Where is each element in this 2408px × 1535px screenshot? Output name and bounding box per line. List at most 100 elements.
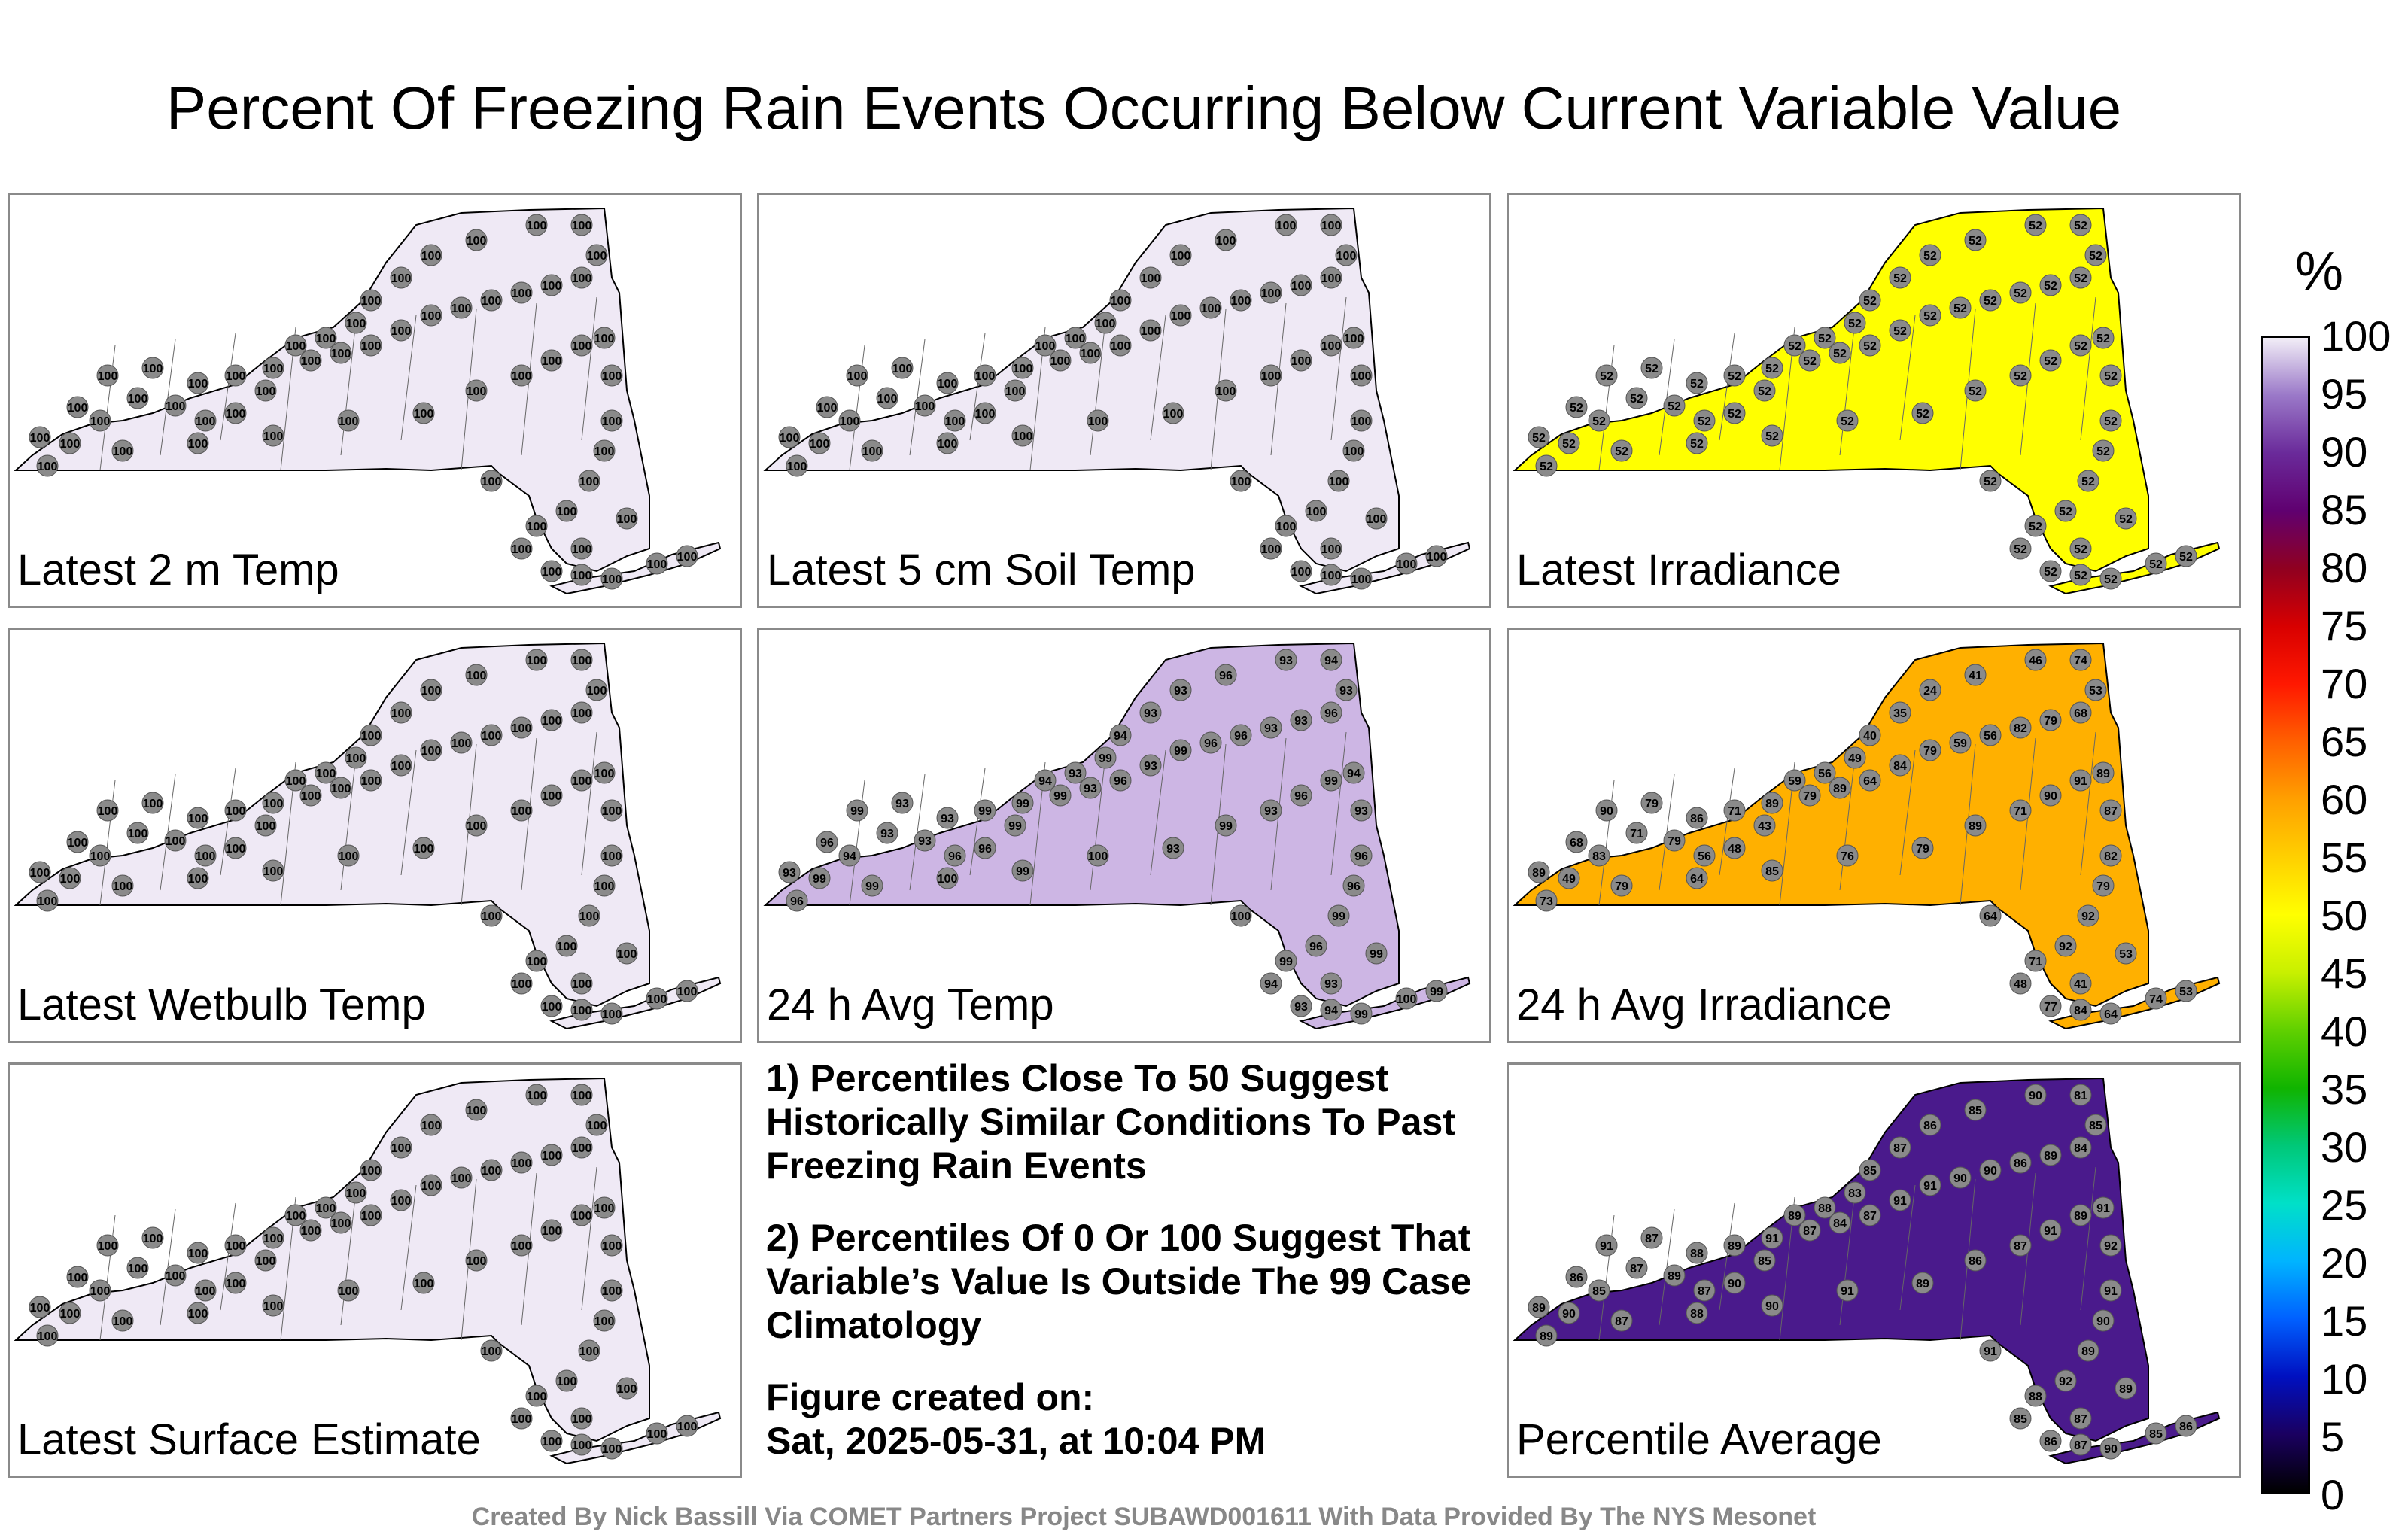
county-boundary [581,296,597,441]
station-marker [337,409,360,432]
station-value: 52 [2179,551,2193,564]
station-marker [2039,1430,2062,1452]
station-value: 91 [2074,775,2087,788]
station-marker [2039,274,2062,296]
station-value: 100 [339,1285,359,1298]
station-value: 52 [2149,558,2163,571]
station-marker [570,701,593,724]
station-marker [1094,746,1117,769]
station-marker [2039,560,2062,582]
station-value: 99 [865,880,879,893]
station-value: 71 [1728,805,1741,818]
station-marker [315,327,337,349]
station-marker [29,861,51,883]
station-value: 99 [1370,948,1383,961]
station-value: 94 [1114,730,1127,743]
station-marker [96,364,119,387]
station-marker [1814,761,1836,784]
station-value: 94 [1264,978,1278,991]
station-marker [1595,799,1618,822]
station-value: 52 [2074,570,2087,582]
station-marker [540,349,563,372]
station-value: 100 [421,1120,442,1132]
colorbar-tick-label: 85 [2321,486,2368,533]
station-value: 100 [1088,415,1108,428]
station-value: 93 [1084,783,1097,795]
station-value: 56 [1818,768,1832,780]
station-value: 52 [2074,340,2087,353]
station-marker [1139,754,1162,777]
station-marker [29,1296,51,1318]
station-marker [1535,1324,1558,1347]
station-value: 100 [1050,355,1071,368]
colorbar-tick-label: 95 [2321,370,2368,418]
panel-label: Latest Wetbulb Temp [17,980,426,1029]
station-value: 73 [1540,895,1553,908]
station-value: 52 [2081,476,2095,488]
station-marker [1588,1279,1610,1302]
station-marker [1320,334,1342,357]
station-marker [1783,1204,1806,1226]
colorbar-tick-label: 35 [2321,1065,2368,1113]
ny-state-outline [1513,1077,2149,1442]
station-marker [1139,266,1162,289]
county-boundary [340,1190,357,1326]
station-marker [1275,515,1297,537]
station-marker [1889,754,1911,777]
station-marker [646,987,668,1010]
station-value: 56 [1984,730,1997,743]
station-value: 100 [512,722,532,735]
station-marker [2069,1433,2092,1456]
station-marker [2054,500,2077,522]
station-marker [600,409,623,432]
station-marker [936,807,959,829]
station-value: 100 [780,432,800,445]
station-marker [1395,552,1418,575]
station-value: 86 [1690,813,1704,825]
station-value: 99 [1219,820,1233,833]
station-marker [2077,904,2099,927]
station-marker [914,394,936,417]
station-value: 100 [98,1240,118,1253]
colorbar-tick-label: 75 [2321,602,2368,649]
colorbar-tick-label: 5 [2321,1413,2345,1461]
station-marker [2099,1234,2122,1257]
county-boundary [1899,315,1916,441]
station-marker [2084,244,2107,266]
station-value: 100 [542,1150,562,1163]
ny-map-soil-temp: 1001001001001001001001001001001001001001… [763,207,1471,595]
station-marker [570,1433,593,1456]
station-marker [2039,995,2062,1017]
station-value: 100 [1231,910,1251,923]
station-marker [510,364,533,387]
station-marker [2024,515,2047,537]
station-marker [1320,564,1342,586]
station-value: 100 [1397,558,1417,571]
station-marker [187,1242,209,1264]
station-marker [111,1309,134,1332]
station-value: 99 [850,805,864,818]
station-value: 52 [1863,340,1877,353]
station-value: 100 [1329,476,1349,488]
station-marker [1290,784,1312,807]
station-marker [1798,784,1821,807]
station-marker [1565,1266,1588,1288]
station-marker [36,454,59,477]
station-marker [914,829,936,852]
station-marker [555,1369,578,1392]
station-value: 91 [1600,1240,1613,1253]
station-value: 100 [602,415,622,428]
station-value: 52 [1615,445,1628,458]
credit-line: Created By Nick Bassill Via COMET Partne… [471,1503,1817,1531]
county-boundary [400,315,417,441]
station-value: 100 [594,333,615,345]
station-marker [2115,507,2137,530]
station-marker [570,999,593,1021]
station-value: 100 [542,566,562,579]
station-value: 68 [2074,707,2087,720]
station-marker [540,560,563,582]
station-value: 87 [2014,1240,2027,1253]
station-value: 100 [482,1345,502,1358]
station-value: 100 [301,790,321,803]
station-value: 93 [895,798,909,810]
